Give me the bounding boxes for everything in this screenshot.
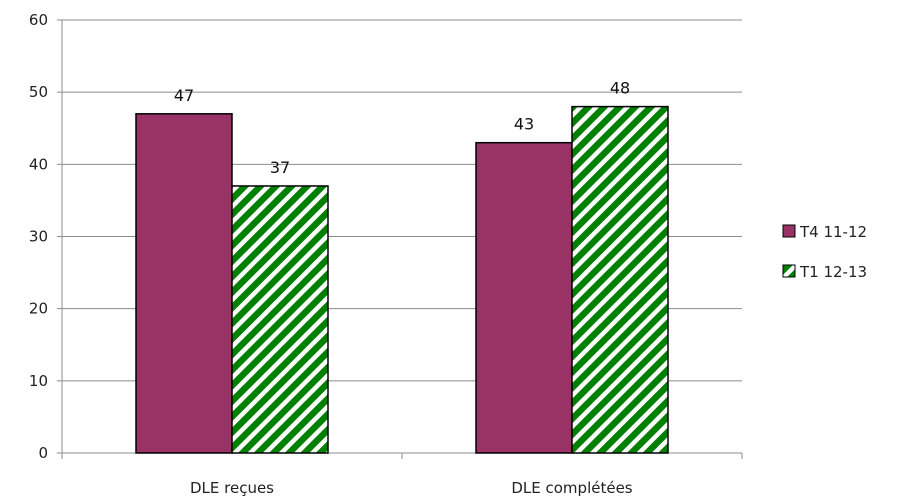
data-labels: 47 37 43 48 bbox=[174, 79, 630, 177]
legend-label: T4 11-12 bbox=[799, 223, 867, 241]
data-label: 37 bbox=[270, 158, 290, 177]
x-category-label: DLE complétées bbox=[511, 479, 632, 497]
bar bbox=[231, 185, 329, 454]
y-tick-label: 20 bbox=[29, 300, 48, 318]
bar bbox=[571, 105, 669, 454]
y-tick-label: 10 bbox=[29, 372, 48, 390]
y-tick-label: 50 bbox=[29, 83, 48, 101]
legend-label: T1 12-13 bbox=[799, 263, 867, 281]
data-label: 43 bbox=[514, 115, 534, 134]
legend: T4 11-12 T1 12-13 bbox=[782, 223, 867, 281]
y-tick-label: 0 bbox=[38, 444, 48, 462]
bar bbox=[135, 113, 233, 454]
data-label: 48 bbox=[610, 79, 630, 98]
x-category-label: DLE reçues bbox=[190, 479, 274, 497]
data-label: 47 bbox=[174, 86, 194, 105]
legend-swatch bbox=[782, 224, 796, 238]
y-tick-label: 30 bbox=[29, 228, 48, 246]
y-tick-label: 60 bbox=[29, 11, 48, 29]
legend-swatch bbox=[782, 264, 796, 278]
bars bbox=[135, 105, 669, 454]
y-tick-label: 40 bbox=[29, 155, 48, 173]
bar bbox=[475, 141, 573, 454]
